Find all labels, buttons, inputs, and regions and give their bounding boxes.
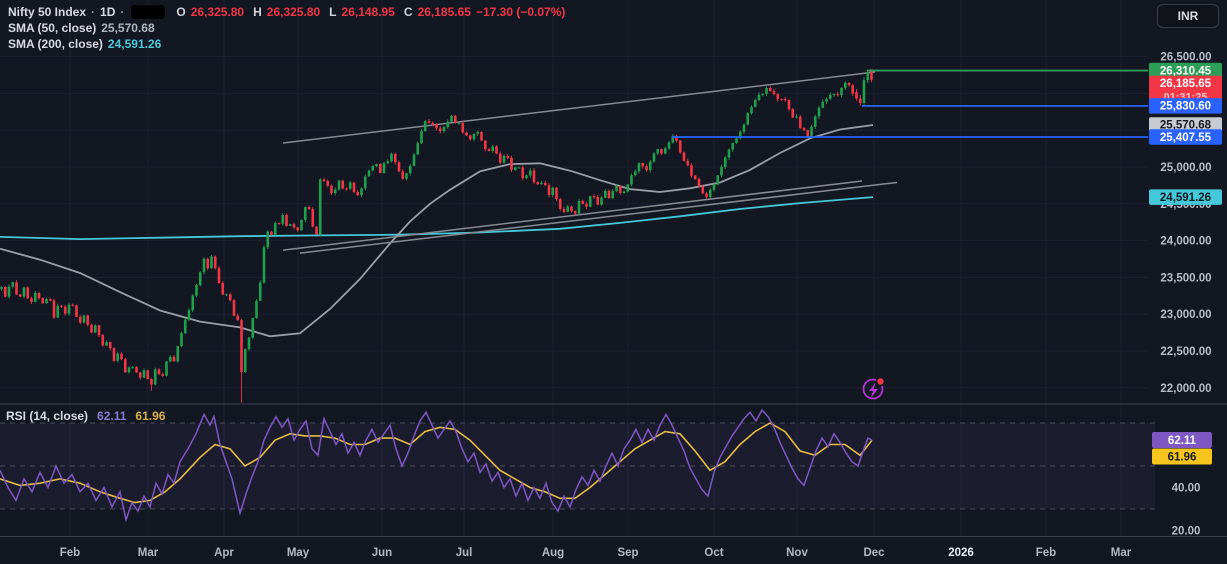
price-tick-label: 22,000.00 [1160,383,1211,395]
rsi-tick-label: 20.00 [1172,526,1201,538]
sma50-line[interactable] [0,124,874,338]
price-gridlines [0,56,1148,389]
svg-text:24,591.26: 24,591.26 [1160,192,1211,204]
timeframe-label[interactable]: 1D [100,5,116,19]
rsi-pane[interactable] [0,408,873,523]
candlestick-series[interactable] [0,69,873,403]
time-tick-label: Mar [138,547,159,559]
time-tick-label: May [287,547,310,559]
vertical-gridlines [69,0,1122,536]
sma50-legend-row[interactable]: SMA (50, close) 25,570.68 [8,20,565,36]
low-value: 26,148.95 [341,5,395,19]
lower-channel-line-a[interactable] [282,180,863,251]
svg-text:26,310.45: 26,310.45 [1160,65,1212,77]
time-tick-label: Aug [542,547,564,559]
time-tick-label: Jul [456,547,473,559]
sma50-label: 25,570.68 [1149,117,1222,133]
close-value: 26,185.65 [417,5,471,19]
svg-text:25,830.60: 25,830.60 [1160,101,1211,113]
svg-text:26,185.65: 26,185.65 [1160,78,1212,90]
blue-level-label-upper: 25,830.60 [1149,98,1222,114]
price-tick-label: 23,000.00 [1160,309,1211,321]
time-tick-label: Apr [214,547,234,559]
svg-text:25,407.55: 25,407.55 [1160,132,1212,144]
svg-text:61.96: 61.96 [1168,452,1197,464]
rsi-tick-label: 40.00 [1172,483,1201,495]
sma200-legend-row[interactable]: SMA (200, close) 24,591.26 [8,36,565,52]
price-tick-label: 26,500.00 [1160,52,1211,64]
rsi-value: 62.11 [97,409,127,423]
green-level-label: 26,310.45 [1149,62,1222,79]
price-tick-label: 24,000.00 [1160,236,1211,248]
time-tick-label: Feb [1036,547,1056,559]
redacted-symbol-box [131,5,166,19]
symbol-legend-row[interactable]: Nifty 50 Index · 1D · O 26,325.80 H 26,3… [8,4,565,20]
price-tick-label: 22,500.00 [1160,346,1211,358]
change-value: −17.30 (−0.07%) [475,5,566,19]
notification-dot [877,378,884,385]
time-tick-label: Oct [704,547,723,559]
upper-channel-line[interactable] [282,71,876,144]
low-letter: L [329,5,337,19]
close-letter: C [403,5,413,19]
time-tick-label: Sep [617,547,638,559]
sma200-value: 24,591.26 [107,37,162,51]
high-letter: H [253,5,262,19]
time-tick-label: Feb [60,547,80,559]
svg-text:25,570.68: 25,570.68 [1160,120,1212,132]
time-tick-label: Nov [786,547,808,559]
time-tick-label: 2026 [948,547,974,559]
svg-text:62.11: 62.11 [1168,435,1197,447]
price-tick-label: 25,000.00 [1160,162,1211,174]
high-value: 26,325.80 [266,5,321,19]
rsi-ma-value-label: 61.96 [1152,448,1212,465]
currency-button-label: INR [1177,9,1199,23]
rsi-legend-row[interactable]: RSI (14, close) 62.11 61.96 [6,409,165,423]
sma200-label: 24,591.26 [1149,189,1222,205]
lower-channel-line-b[interactable] [299,181,898,254]
price-tick-label: 23,500.00 [1160,272,1211,284]
main-pane[interactable] [0,71,898,338]
rsi-value-label: 62.11 [1152,432,1212,448]
sma50-value: 25,570.68 [101,21,155,35]
rsi-label: RSI (14, close) [6,409,89,423]
legend-separator: · [91,5,96,19]
symbol-title: Nifty 50 Index [8,5,87,19]
time-tick-label: Mar [1111,547,1132,559]
currency-button[interactable]: INR [1157,4,1219,28]
time-tick-label: Dec [863,547,885,559]
time-tick-label: Jun [372,547,392,559]
chart-legend: Nifty 50 Index · 1D · O 26,325.80 H 26,3… [8,4,565,52]
price-axis-labels: 26,310.4526,185.6501:31:2525,830.6025,57… [1149,62,1222,205]
rsi-ma-value: 61.96 [135,409,166,423]
rsi-line[interactable] [0,408,873,523]
blue-level-label-lower: 25,407.55 [1149,129,1222,145]
legend-separator: · [120,5,125,19]
open-value: 26,325.80 [190,5,245,19]
sma50-label: SMA (50, close) [8,21,97,35]
open-letter: O [176,5,186,19]
time-scale[interactable]: Feb Mar Apr May Jun Jul Aug Sep Oct Nov Dec 2026 Feb… [60,547,1132,559]
sma200-label: SMA (200, close) [8,37,103,51]
lightning-status-icon[interactable] [862,376,886,400]
